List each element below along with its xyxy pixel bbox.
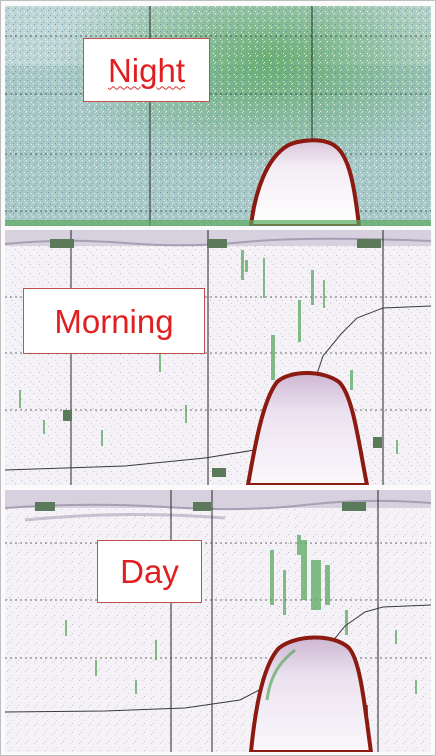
night-label: Night	[83, 38, 210, 102]
morning-echogram-image	[5, 230, 431, 485]
echogram-panel-night: Night	[5, 6, 431, 226]
echogram-panel-day: Day	[5, 490, 431, 752]
day-label: Day	[97, 540, 202, 603]
morning-label: Morning	[23, 288, 205, 354]
night-echogram-image	[5, 6, 431, 226]
day-echogram-image	[5, 490, 431, 752]
night-label-text: Night	[107, 51, 186, 89]
echogram-panel-morning: Morning	[5, 230, 431, 485]
morning-label-text: Morning	[54, 302, 174, 340]
day-label-text: Day	[120, 553, 179, 590]
